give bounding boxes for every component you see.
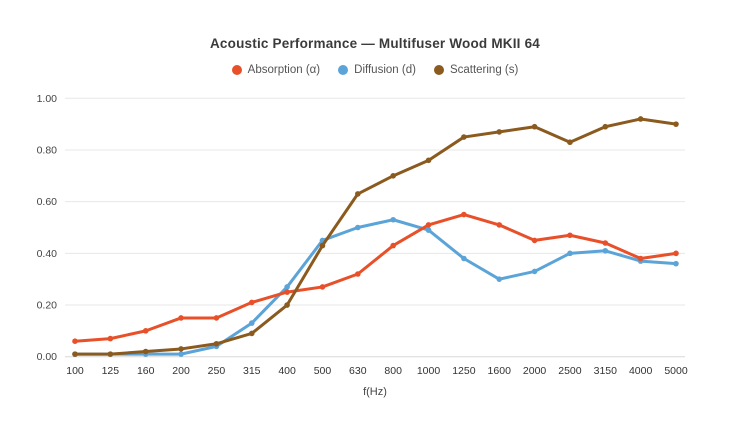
- x-tick-label: 1250: [452, 365, 476, 377]
- data-point-absorption: [213, 315, 220, 321]
- y-tick-label: 0.40: [37, 248, 58, 260]
- x-tick-label: 4000: [629, 365, 653, 377]
- data-point-diffusion-d: [531, 268, 538, 275]
- legend-label-scattering: Scattering (s): [449, 64, 519, 76]
- x-tick-label: 800: [384, 365, 402, 377]
- data-point-scattering-s: [637, 116, 644, 122]
- data-point-absorption: [531, 237, 538, 244]
- data-point-absorption: [248, 299, 255, 306]
- data-point-diffusion-d: [673, 260, 679, 267]
- data-point-scattering-s: [142, 348, 149, 355]
- series-line-scattering-s: [73, 117, 678, 356]
- x-tick-label: 3150: [594, 365, 618, 377]
- y-tick-label: 0.20: [37, 300, 58, 312]
- data-point-scattering-s: [248, 330, 255, 337]
- data-point-scattering-s: [355, 191, 361, 197]
- data-point-diffusion-d: [496, 276, 503, 282]
- data-point-diffusion-d: [284, 284, 290, 290]
- data-point-absorption: [602, 240, 609, 246]
- x-tick-label: 630: [349, 365, 367, 377]
- data-point-absorption: [567, 232, 573, 239]
- y-tick-label: 0.60: [37, 196, 58, 208]
- data-point-diffusion-d: [248, 320, 255, 326]
- data-point-absorption: [425, 222, 432, 228]
- series-line-diffusion-d: [73, 218, 678, 356]
- data-point-absorption: [637, 255, 644, 262]
- data-point-scattering-s: [602, 123, 609, 130]
- data-point-scattering-s: [531, 123, 538, 130]
- data-point-scattering-s: [284, 302, 290, 308]
- data-point-absorption: [107, 335, 114, 342]
- x-tick-label: 500: [314, 365, 332, 377]
- data-point-scattering-s: [567, 139, 573, 146]
- data-point-scattering-s: [496, 129, 503, 135]
- data-point-absorption: [142, 328, 149, 334]
- data-point-absorption: [355, 271, 361, 277]
- data-point-absorption: [390, 242, 396, 249]
- series-line-absorption: [73, 213, 678, 343]
- data-point-absorption: [319, 284, 326, 290]
- y-tick-label: 0.80: [37, 144, 58, 156]
- data-point-diffusion-d: [390, 216, 396, 223]
- legend-item-diffusion[interactable]: Diffusion (d): [338, 64, 416, 76]
- series-absorption: [72, 211, 679, 344]
- data-point-absorption: [178, 315, 184, 321]
- data-point-absorption: [673, 250, 679, 257]
- x-tick-label: 1600: [488, 365, 512, 377]
- data-point-diffusion-d: [355, 224, 361, 231]
- x-axis-title: f(Hz): [363, 386, 387, 398]
- y-tick-label: 1.00: [37, 93, 58, 105]
- chart-legend: Absorption (α) Diffusion (d) Scattering …: [0, 64, 750, 76]
- data-point-diffusion-d: [178, 351, 184, 357]
- data-point-scattering-s: [178, 346, 184, 352]
- data-point-scattering-s: [390, 173, 396, 179]
- x-tick-label: 100: [66, 365, 84, 377]
- data-point-absorption: [496, 222, 503, 228]
- series-scattering-s: [72, 116, 679, 357]
- legend-item-scattering[interactable]: Scattering (s): [433, 64, 519, 76]
- legend-dot-scattering-icon: [433, 65, 444, 75]
- x-tick-label: 1000: [417, 365, 441, 377]
- x-tick-label: 2000: [523, 365, 547, 377]
- legend-label-absorption: Absorption (α): [247, 64, 321, 76]
- data-point-diffusion-d: [461, 255, 467, 262]
- x-tick-label: 315: [243, 365, 261, 377]
- data-point-absorption: [284, 289, 290, 295]
- data-point-diffusion-d: [567, 250, 573, 257]
- data-point-diffusion-d: [425, 227, 432, 233]
- x-tick-label: 2500: [558, 365, 582, 377]
- data-point-scattering-s: [213, 340, 220, 347]
- legend-dot-absorption-icon: [231, 65, 242, 75]
- data-point-scattering-s: [319, 242, 326, 249]
- legend-dot-diffusion-icon: [338, 65, 349, 75]
- data-point-diffusion-d: [602, 247, 609, 254]
- legend-label-diffusion: Diffusion (d): [354, 64, 416, 76]
- data-point-absorption: [72, 338, 78, 344]
- y-tick-label: 0.00: [37, 351, 58, 363]
- x-tick-label: 5000: [664, 365, 688, 377]
- x-tick-label: 125: [102, 365, 120, 377]
- legend-item-absorption[interactable]: Absorption (α): [231, 64, 321, 76]
- data-point-scattering-s: [461, 134, 467, 140]
- x-tick-label: 250: [208, 365, 226, 377]
- data-point-scattering-s: [107, 351, 114, 357]
- chart-title: Acoustic Performance — Multifuser Wood M…: [209, 36, 540, 51]
- x-tick-label: 160: [137, 365, 155, 377]
- data-point-absorption: [461, 211, 467, 218]
- data-point-scattering-s: [425, 157, 432, 164]
- data-point-scattering-s: [673, 121, 679, 127]
- x-tick-label: 200: [172, 365, 190, 377]
- x-tick-label: 400: [278, 365, 296, 377]
- data-point-scattering-s: [72, 351, 78, 357]
